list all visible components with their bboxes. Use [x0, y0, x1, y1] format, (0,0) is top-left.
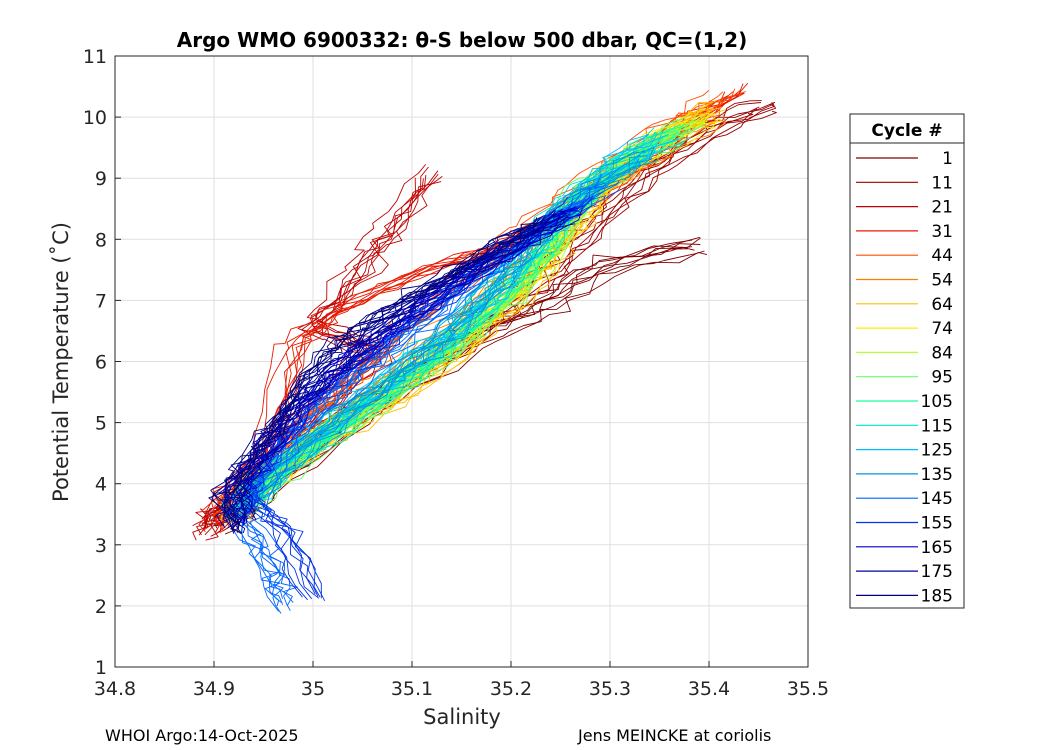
profile-line	[242, 182, 619, 606]
series-lines	[192, 82, 777, 614]
x-axis-label: Salinity	[423, 705, 501, 729]
y-tick-label: 8	[95, 229, 107, 251]
profile-line	[226, 215, 569, 533]
legend-label: 165	[921, 538, 953, 558]
profile-line	[236, 184, 607, 605]
y-tick-label: 5	[95, 413, 107, 435]
profile-line	[210, 218, 541, 526]
series-185	[208, 211, 556, 534]
profile-line	[226, 151, 646, 509]
x-tick-label: 35.2	[490, 678, 532, 700]
profile-line	[238, 146, 655, 512]
profile-line	[211, 228, 525, 534]
profile-line	[225, 154, 641, 517]
legend-items: 1112131445464748495105115125135145155165…	[856, 149, 953, 606]
plot-frame	[114, 55, 809, 668]
legend-label: 145	[921, 489, 953, 509]
profile-line	[212, 223, 539, 534]
footer-left: WHOI Argo:14-Oct-2025	[105, 726, 299, 745]
profile-line	[251, 203, 597, 602]
legend-label: 64	[931, 295, 953, 315]
legend-label: 84	[931, 343, 953, 363]
profile-line	[221, 134, 650, 508]
profile-line	[224, 217, 538, 524]
x-tick-label: 34.9	[193, 678, 235, 700]
legend-label: 11	[931, 173, 953, 193]
y-tick-label: 11	[83, 46, 107, 68]
legend-label: 115	[921, 416, 953, 436]
legend-label: 31	[931, 222, 953, 242]
legend-title: Cycle #	[871, 121, 942, 141]
legend-label: 125	[921, 441, 953, 461]
profile-line	[235, 213, 571, 522]
x-tick-label: 35.4	[688, 678, 730, 700]
y-tick-label: 3	[95, 535, 107, 557]
y-tick-label: 6	[95, 352, 107, 374]
y-tick-label: 7	[95, 290, 107, 312]
y-axis-label: Potential Temperature (˚C)	[49, 222, 73, 502]
y-tick-label: 10	[83, 107, 107, 129]
x-tick-label: 35.1	[391, 678, 433, 700]
legend-label: 44	[931, 246, 953, 266]
profile-line	[247, 119, 699, 508]
legend-label: 185	[921, 586, 953, 606]
legend-label: 21	[931, 198, 953, 218]
legend-label: 74	[931, 319, 953, 339]
profile-line	[233, 211, 556, 521]
x-tick-label: 34.8	[94, 678, 136, 700]
legend-box	[849, 113, 965, 609]
y-tick-label: 1	[95, 657, 107, 679]
y-tick-label: 2	[95, 596, 107, 618]
legend-label: 54	[931, 271, 953, 291]
profile-line	[231, 191, 605, 612]
legend-label: 135	[921, 465, 953, 485]
legend-label: 1	[942, 149, 953, 169]
x-tick-label: 35.3	[589, 678, 631, 700]
profile-line	[224, 213, 557, 529]
chart-title: Argo WMO 6900332: θ-S below 500 dbar, QC…	[177, 28, 747, 52]
legend: Cycle # 11121314454647484951051151251351…	[849, 113, 965, 609]
y-tick-labels: 1 2 3 4 5 6 7 8 9 10 11	[83, 46, 107, 679]
legend-label: 95	[931, 368, 953, 388]
legend-label: 155	[921, 514, 953, 534]
legend-label: 175	[921, 562, 953, 582]
profile-line	[225, 110, 777, 524]
x-tick-label: 35	[301, 678, 325, 700]
x-tick-labels: 34.8 34.9 35 35.1 35.2 35.3 35.4 35.5	[94, 678, 829, 700]
legend-label: 105	[921, 392, 953, 412]
profile-line	[221, 227, 541, 534]
footer-right: Jens MEINCKE at coriolis	[577, 726, 771, 745]
y-tick-label: 9	[95, 168, 107, 190]
y-tick-label: 4	[95, 474, 107, 496]
x-tick-label: 35.5	[787, 678, 829, 700]
series-135	[222, 146, 658, 521]
series-175	[216, 212, 576, 535]
profile-line	[232, 223, 576, 535]
profile-line	[236, 216, 568, 526]
